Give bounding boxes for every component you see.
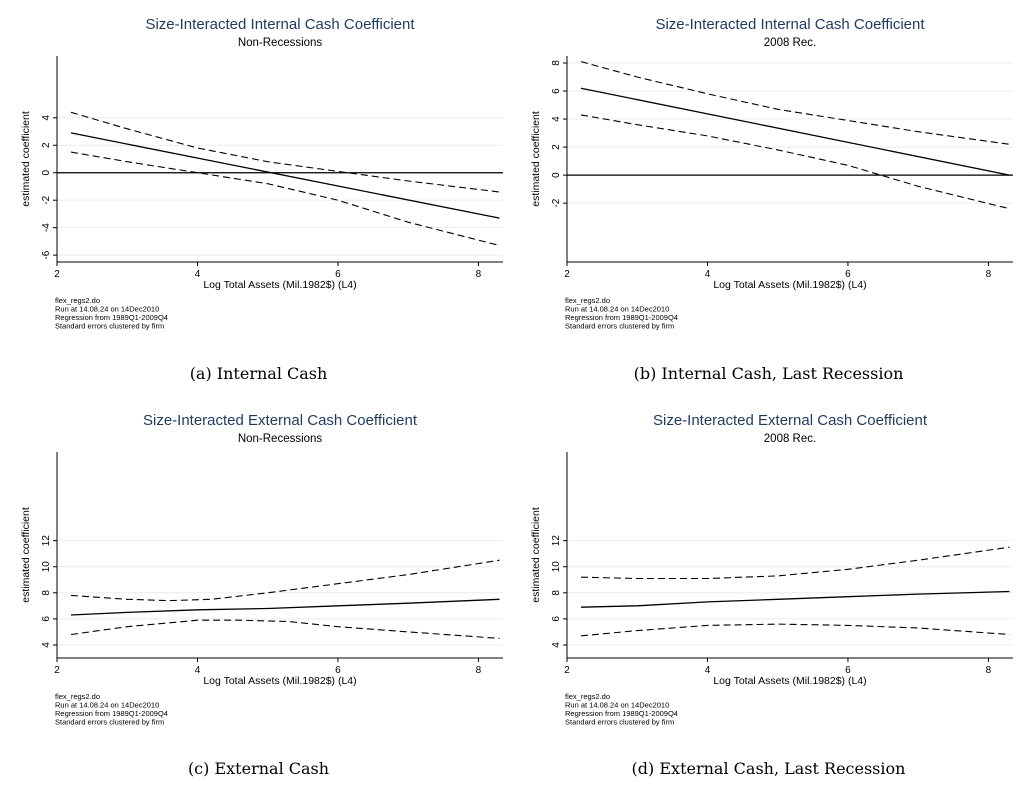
y-tick-label: 4 [41,642,52,648]
x-tick-label: 6 [845,269,851,280]
x-tick-label: 4 [195,665,201,676]
x-tick-label: 6 [845,665,851,676]
chart-panel-b: Size-Interacted Internal Cash Coefficien… [520,8,1017,354]
y-tick-label: 8 [551,60,562,66]
chart-title: Size-Interacted Internal Cash Coefficien… [145,16,415,33]
chart-subtitle: 2008 Rec. [764,433,816,445]
x-tick-label: 2 [54,269,60,280]
chart-b: Size-Interacted Internal Cash Coefficien… [530,16,1013,331]
chart-note: Regression from 1989Q1-2009Q4 [565,709,678,718]
y-tick-label: -2 [551,198,562,207]
chart-note: flex_regs2.do [55,692,100,701]
y-tick-label: 0 [41,170,52,176]
chart-title: Size-Interacted Internal Cash Coefficien… [655,16,925,33]
x-axis-label: Log Total Assets (Mil.1982$) (L4) [203,675,356,687]
lower-ci-line [580,623,1010,637]
y-axis-label: estimated coefficient [530,111,542,207]
chart-title: Size-Interacted External Cash Coefficien… [143,412,418,429]
y-axis-label: estimated coefficient [530,507,542,603]
x-tick-label: 6 [335,269,341,280]
chart-note: Standard errors clustered by firm [565,718,674,727]
y-tick-label: 4 [41,115,52,121]
chart-panel-c: Size-Interacted External Cash Coefficien… [10,404,507,750]
chart-panel-d: Size-Interacted External Cash Coefficien… [520,404,1017,750]
upper-ci-line [70,111,500,193]
caption-c: (c) External Cash [187,759,330,778]
chart-note: Run at 14.08.24 on 14Dec2010 [55,305,159,314]
y-tick-label: -2 [41,195,52,204]
upper-ci-line [70,559,500,602]
y-tick-label: 2 [41,142,52,148]
x-axis-label: Log Total Assets (Mil.1982$) (L4) [203,279,356,291]
y-tick-label: 6 [551,88,562,94]
x-tick-label: 4 [195,269,201,280]
y-tick-label: 6 [551,616,562,622]
estimate-line [70,132,500,219]
y-tick-label: 8 [551,590,562,596]
y-tick-label: 6 [41,616,52,622]
x-tick-label: 8 [476,665,482,676]
y-tick-label: 0 [551,172,562,178]
chart-note: Standard errors clustered by firm [565,322,674,331]
lower-ci-line [70,151,500,247]
chart-title: Size-Interacted External Cash Coefficien… [653,412,928,429]
y-axis-label: estimated coefficient [20,507,32,603]
chart-panel-a: Size-Interacted Internal Cash Coefficien… [10,8,507,354]
y-tick-label: 10 [41,561,52,573]
x-axis-label: Log Total Assets (Mil.1982$) (L4) [713,279,866,291]
x-tick-label: 2 [564,269,570,280]
chart-note: flex_regs2.do [565,296,610,305]
y-tick-label: 2 [551,144,562,150]
chart-note: flex_regs2.do [565,692,610,701]
chart-note: Regression from 1989Q1-2009Q4 [55,709,168,718]
chart-subtitle: 2008 Rec. [764,37,816,49]
caption-d: (d) External Cash, Last Recession [631,759,906,778]
chart-note: flex_regs2.do [55,296,100,305]
y-tick-label: 4 [551,642,562,648]
upper-ci-line [580,546,1010,580]
y-tick-label: -4 [41,223,52,232]
chart-note: Run at 14.08.24 on 14Dec2010 [565,701,669,710]
y-tick-label: 8 [41,590,52,596]
chart-note: Run at 14.08.24 on 14Dec2010 [565,305,669,314]
chart-subtitle: Non-Recessions [238,433,323,445]
x-tick-label: 8 [476,269,482,280]
chart-note: Regression from 1989Q1-2009Q4 [55,313,168,322]
upper-ci-line [580,61,1010,145]
y-tick-label: 12 [41,535,52,547]
y-tick-label: -6 [41,250,52,259]
x-tick-label: 6 [335,665,341,676]
estimate-line [580,87,1010,176]
chart-note: Standard errors clustered by firm [55,322,164,331]
estimate-line [580,590,1010,608]
chart-subtitle: Non-Recessions [238,37,323,49]
x-tick-label: 8 [986,269,992,280]
y-tick-label: 10 [551,561,562,573]
x-tick-label: 2 [54,665,60,676]
estimate-line [70,598,500,616]
x-tick-label: 4 [705,665,711,676]
chart-a: Size-Interacted Internal Cash Coefficien… [20,16,503,331]
caption-a: (a) Internal Cash [189,364,328,383]
chart-note: Standard errors clustered by firm [55,718,164,727]
chart-note: Regression from 1989Q1-2009Q4 [565,313,678,322]
lower-ci-line [580,114,1010,210]
x-tick-label: 4 [705,269,711,280]
chart-note: Run at 14.08.24 on 14Dec2010 [55,701,159,710]
caption-b: (b) Internal Cash, Last Recession [633,364,904,383]
y-tick-label: 4 [551,116,562,122]
y-axis-label: estimated coefficient [20,111,32,207]
x-tick-label: 2 [564,665,570,676]
x-axis-label: Log Total Assets (Mil.1982$) (L4) [713,675,866,687]
x-tick-label: 8 [986,665,992,676]
chart-d: Size-Interacted External Cash Coefficien… [530,412,1013,727]
lower-ci-line [70,619,500,639]
chart-c: Size-Interacted External Cash Coefficien… [20,412,503,727]
y-tick-label: 12 [551,535,562,547]
